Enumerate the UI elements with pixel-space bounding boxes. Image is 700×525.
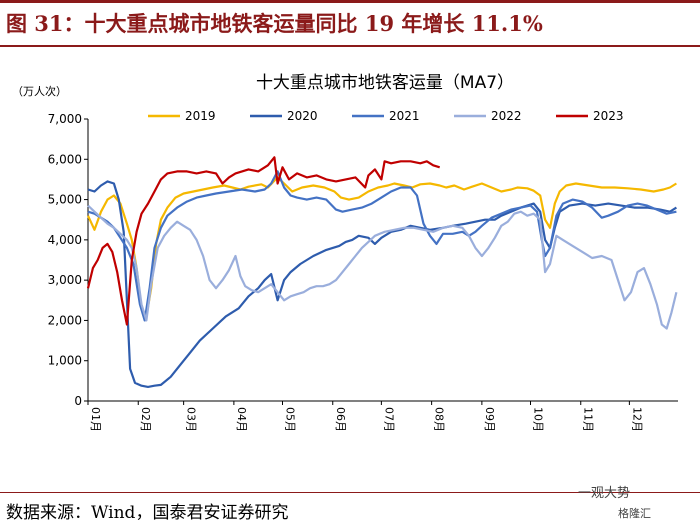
x-tick-label: 02月 (139, 407, 152, 432)
legend-label-2020: 2020 (287, 109, 318, 123)
y-axis: 0 1,000 2,000 3,000 4,000 5,000 6,000 7,000 (48, 112, 89, 408)
chart-title: 十大重点城市地铁客运量（MA7） (256, 73, 514, 93)
x-tick-label: 09月 (483, 407, 496, 432)
x-tick-label: 07月 (382, 407, 395, 432)
x-tick-label: 11月 (582, 407, 595, 432)
x-tick-label: 01月 (89, 407, 102, 432)
y-tick-label: 4,000 (48, 233, 82, 247)
y-axis-label: （万人次） (12, 84, 67, 98)
x-tick-label: 06月 (334, 407, 347, 432)
y-tick-label: 1,000 (48, 354, 82, 368)
series-line-2020 (87, 180, 677, 388)
x-tick-label: 05月 (284, 407, 297, 432)
legend-label-2019: 2019 (185, 109, 216, 123)
source-note: 数据来源：Wind，国泰君安证券研究 (6, 503, 289, 523)
figure-heading: 图 31：十大重点城市地铁客运量同比 19 年增长 11.1% (6, 11, 543, 36)
legend-label-2023: 2023 (593, 109, 624, 123)
y-tick-label: 3,000 (48, 273, 82, 287)
y-tick-label: 6,000 (48, 152, 82, 166)
x-tick-label: 12月 (630, 407, 643, 432)
watermark-text-secondary: 格隆汇 (618, 507, 651, 520)
top-rule (0, 0, 700, 3)
y-tick-label: 5,000 (48, 193, 82, 207)
legend-label-2021: 2021 (389, 109, 420, 123)
x-tick-label: 04月 (235, 407, 248, 432)
heading-rule (0, 45, 700, 47)
x-tick-label: 03月 (185, 407, 198, 432)
legend: 2019 2020 2021 2022 2023 (148, 109, 624, 123)
x-axis: 01月 02月 03月 04月 05月 06月 07月 08月 09月 10月 11月 12月 (87, 400, 678, 432)
y-tick-label: 0 (74, 394, 82, 408)
line-chart: 十大重点城市地铁客运量（MA7） （万人次） 0 1,000 2,000 3,000 4… (12, 73, 678, 432)
y-tick-label: 7,000 (48, 112, 82, 126)
source-rule (0, 492, 700, 493)
y-tick-label: 2,000 (48, 313, 82, 327)
series-lines (86, 156, 678, 388)
series-line-2022 (87, 204, 678, 330)
legend-label-2022: 2022 (491, 109, 522, 123)
x-tick-label: 08月 (433, 407, 446, 432)
watermark-text: 一观大势 (578, 486, 631, 501)
x-tick-label: 10月 (532, 407, 545, 432)
series-line-2021 (87, 170, 677, 322)
series-line-2023 (86, 156, 441, 326)
series-line-2019 (87, 176, 677, 318)
